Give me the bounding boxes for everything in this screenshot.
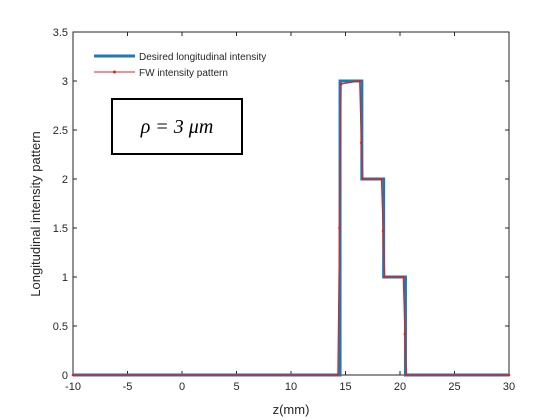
fw-point	[405, 373, 408, 377]
series-layer	[71, 79, 511, 377]
x-tick-label: 0	[179, 381, 185, 393]
legend-box	[80, 40, 295, 85]
legend-label-desired: Desired longitudinal intensity	[139, 52, 266, 63]
x-tick-label: 10	[285, 381, 297, 393]
y-tick-label: 2.5	[53, 125, 68, 137]
series-line-fw	[73, 80, 509, 376]
legend: Desired longitudinal intensity FW intens…	[80, 40, 295, 85]
x-tick-label: -10	[65, 381, 81, 393]
y-tick-label: 3	[62, 76, 68, 88]
fw-point	[336, 373, 340, 377]
fw-point	[360, 141, 363, 145]
fw-point	[403, 332, 407, 336]
x-tick-label: 25	[448, 381, 460, 393]
fw-point	[338, 226, 341, 230]
fw-point	[361, 177, 365, 181]
y-tick-label: 3.5	[53, 27, 68, 39]
x-tick-label: -5	[123, 381, 133, 393]
fw-point	[380, 177, 383, 181]
x-tick-label: 30	[503, 381, 515, 393]
y-tick-label: 0.5	[53, 321, 68, 333]
fw-point	[383, 275, 387, 279]
plot-area	[72, 31, 510, 376]
legend-label-fw: FW intensity pattern	[139, 68, 228, 79]
annotation-text: ρ = 3 μm	[140, 116, 214, 138]
y-tick-label: 1	[62, 272, 68, 284]
y-tick-label: 1.5	[53, 223, 68, 235]
fw-point	[358, 79, 361, 83]
fw-point	[381, 229, 385, 233]
y-axis-label: Longitudinal intensity pattern	[28, 131, 43, 297]
legend-marker-fw	[113, 70, 116, 74]
fw-point	[507, 373, 511, 377]
y-tick-label: 2	[62, 174, 68, 186]
x-axis-label: z(mm)	[273, 402, 310, 417]
x-tick-label: 15	[339, 381, 351, 393]
fw-point	[71, 373, 75, 377]
fw-point	[339, 82, 343, 86]
annotation-box: ρ = 3 μm	[111, 98, 243, 155]
fw-point	[401, 275, 405, 279]
axis-ticks: -10 -5 0 5 10 15 20 25 30 0 0.5 1 1.5 2 2.5 3 3.5	[53, 27, 515, 393]
x-tick-label: 5	[233, 381, 239, 393]
y-tick-label: 0	[62, 370, 68, 382]
x-tick-label: 20	[394, 381, 406, 393]
annotation-frame	[111, 98, 243, 155]
